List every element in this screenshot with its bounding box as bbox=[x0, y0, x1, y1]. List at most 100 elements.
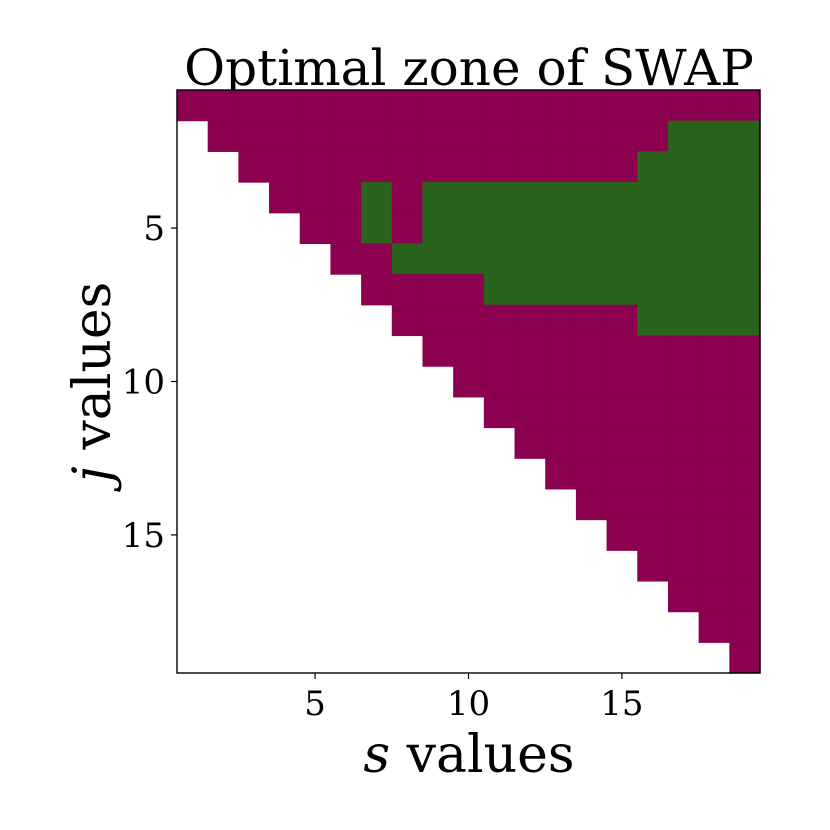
cell-swap-optimal bbox=[637, 212, 669, 245]
x-axis-label: s values bbox=[363, 725, 574, 785]
cell-swap-optimal bbox=[729, 304, 761, 337]
cell-swap-optimal bbox=[545, 182, 577, 214]
cell-swap-not-optimal bbox=[667, 488, 700, 521]
cell-swap-not-optimal bbox=[238, 90, 270, 122]
cell-swap-not-optimal bbox=[483, 366, 516, 398]
cell-swap-not-optimal bbox=[453, 274, 485, 306]
cell-swap-not-optimal bbox=[207, 90, 239, 122]
cell-swap-not-optimal bbox=[391, 90, 424, 122]
cell-swap-not-optimal bbox=[545, 335, 577, 367]
cell-swap-not-optimal bbox=[729, 335, 761, 367]
cell-swap-not-optimal bbox=[238, 120, 270, 152]
cell-swap-not-optimal bbox=[606, 304, 638, 337]
cell-swap-optimal bbox=[729, 243, 761, 275]
cell-swap-not-optimal bbox=[391, 120, 424, 152]
cell-swap-not-optimal bbox=[299, 182, 332, 214]
cell-swap-optimal bbox=[483, 243, 516, 275]
cell-swap-optimal bbox=[453, 212, 485, 245]
cell-swap-not-optimal bbox=[361, 151, 393, 183]
cell-swap-not-optimal bbox=[514, 120, 546, 152]
y-tick-label: 5 bbox=[143, 209, 165, 249]
cell-swap-not-optimal bbox=[453, 304, 485, 337]
cell-swap-not-optimal bbox=[453, 90, 485, 122]
cell-swap-not-optimal bbox=[545, 120, 577, 152]
cell-swap-not-optimal bbox=[453, 335, 485, 367]
cell-swap-not-optimal bbox=[269, 151, 301, 183]
cell-swap-not-optimal bbox=[575, 304, 608, 337]
cell-swap-optimal bbox=[545, 274, 577, 306]
cell-swap-not-optimal bbox=[299, 120, 332, 152]
cell-swap-not-optimal bbox=[667, 90, 700, 122]
cell-swap-optimal bbox=[667, 243, 700, 275]
cell-swap-not-optimal bbox=[729, 488, 761, 521]
cell-swap-not-optimal bbox=[514, 335, 546, 367]
cell-swap-not-optimal bbox=[299, 212, 332, 245]
cell-swap-not-optimal bbox=[698, 396, 730, 429]
cell-swap-not-optimal bbox=[667, 396, 700, 429]
cell-swap-optimal bbox=[514, 212, 546, 245]
cell-swap-optimal bbox=[637, 182, 669, 214]
cell-swap-not-optimal bbox=[729, 580, 761, 613]
cell-swap-not-optimal bbox=[606, 396, 638, 429]
cell-swap-not-optimal bbox=[606, 427, 638, 459]
cell-swap-optimal bbox=[575, 182, 608, 214]
cell-swap-not-optimal bbox=[667, 550, 700, 582]
cell-swap-optimal bbox=[698, 120, 730, 152]
heatmap-cells bbox=[177, 90, 761, 674]
cell-swap-optimal bbox=[729, 274, 761, 306]
cell-swap-optimal bbox=[575, 243, 608, 275]
cell-swap-not-optimal bbox=[391, 182, 424, 214]
cell-swap-optimal bbox=[514, 182, 546, 214]
cell-swap-not-optimal bbox=[637, 120, 669, 152]
cell-swap-not-optimal bbox=[269, 90, 301, 122]
cell-swap-optimal bbox=[514, 243, 546, 275]
cell-swap-not-optimal bbox=[453, 151, 485, 183]
cell-swap-optimal bbox=[575, 274, 608, 306]
cell-swap-not-optimal bbox=[545, 304, 577, 337]
cell-swap-not-optimal bbox=[330, 182, 362, 214]
cell-swap-optimal bbox=[698, 274, 730, 306]
cell-swap-not-optimal bbox=[667, 366, 700, 398]
cell-swap-not-optimal bbox=[698, 519, 730, 551]
cell-swap-not-optimal bbox=[637, 458, 669, 490]
cell-swap-not-optimal bbox=[667, 427, 700, 459]
cell-swap-not-optimal bbox=[637, 335, 669, 367]
cell-swap-not-optimal bbox=[422, 151, 454, 183]
cell-swap-not-optimal bbox=[361, 274, 393, 306]
cell-swap-not-optimal bbox=[330, 243, 362, 275]
cell-swap-not-optimal bbox=[299, 151, 332, 183]
cell-swap-not-optimal bbox=[453, 120, 485, 152]
cell-swap-optimal bbox=[637, 304, 669, 337]
cell-swap-not-optimal bbox=[637, 90, 669, 122]
cell-swap-not-optimal bbox=[545, 90, 577, 122]
cell-swap-not-optimal bbox=[238, 151, 270, 183]
cell-swap-not-optimal bbox=[391, 212, 424, 245]
cell-swap-not-optimal bbox=[729, 366, 761, 398]
cell-swap-not-optimal bbox=[545, 458, 577, 490]
cell-swap-not-optimal bbox=[729, 611, 761, 643]
cell-swap-optimal bbox=[575, 212, 608, 245]
cell-swap-not-optimal bbox=[514, 396, 546, 429]
cell-swap-not-optimal bbox=[330, 90, 362, 122]
cell-swap-not-optimal bbox=[637, 366, 669, 398]
cell-swap-not-optimal bbox=[391, 151, 424, 183]
cell-swap-optimal bbox=[667, 274, 700, 306]
cell-swap-optimal bbox=[453, 182, 485, 214]
cell-swap-not-optimal bbox=[729, 90, 761, 122]
cell-swap-optimal bbox=[698, 243, 730, 275]
cell-swap-not-optimal bbox=[698, 611, 730, 643]
cell-swap-not-optimal bbox=[177, 90, 209, 122]
cell-swap-not-optimal bbox=[483, 304, 516, 337]
cell-swap-optimal bbox=[606, 274, 638, 306]
cell-swap-not-optimal bbox=[422, 335, 454, 367]
cell-swap-not-optimal bbox=[575, 335, 608, 367]
cell-swap-not-optimal bbox=[729, 458, 761, 490]
cell-swap-not-optimal bbox=[422, 120, 454, 152]
cell-swap-not-optimal bbox=[514, 90, 546, 122]
cell-swap-not-optimal bbox=[606, 120, 638, 152]
cell-swap-not-optimal bbox=[729, 519, 761, 551]
cell-swap-optimal bbox=[698, 212, 730, 245]
cell-swap-not-optimal bbox=[269, 182, 301, 214]
cell-swap-optimal bbox=[422, 212, 454, 245]
cell-swap-not-optimal bbox=[575, 458, 608, 490]
